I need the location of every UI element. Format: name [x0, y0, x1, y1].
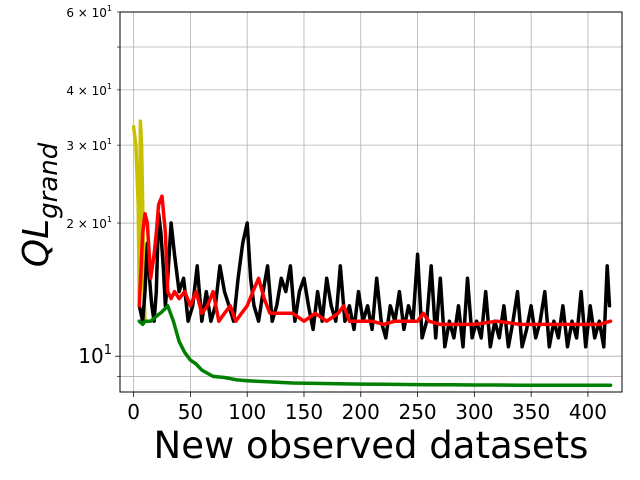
series-group: [131, 119, 613, 387]
x-tick-label: 250: [398, 400, 436, 424]
x-axis-ticks: 0 50 100 150 200 250 300 350 400: [127, 392, 607, 424]
series-line-2: [137, 211, 612, 349]
series-line-4: [137, 304, 613, 387]
y-tick-label: 101: [78, 343, 112, 368]
y-axis-label-main: QL: [16, 219, 57, 267]
x-tick-label: 0: [127, 400, 140, 424]
x-tick-label: 100: [228, 400, 266, 424]
y-axis-ticks: 101 2 × 101 3 × 101 4 × 101 6 × 101: [66, 4, 120, 377]
x-tick-label: 50: [178, 400, 203, 424]
x-axis-label: New observed datasets: [154, 424, 589, 467]
x-tick-label: 300: [455, 400, 493, 424]
svg-text:QLgrand: QLgrand: [16, 142, 64, 267]
series-line-1: [131, 119, 147, 323]
x-tick-label: 350: [512, 400, 550, 424]
y-axis-label-subscript: grand: [34, 142, 64, 219]
y-minor-tick-label: 3 × 101: [66, 137, 112, 153]
plot-frame: [119, 11, 623, 393]
x-tick-label: 400: [569, 400, 607, 424]
y-axis-label: QLgrand: [16, 142, 64, 267]
y-minor-tick-label: 6 × 101: [66, 4, 112, 20]
grid: [120, 11, 622, 392]
x-tick-label: 200: [342, 400, 380, 424]
x-tick-label: 150: [285, 400, 323, 424]
y-minor-tick-label: 4 × 101: [66, 82, 112, 98]
y-minor-tick-label: 2 × 101: [66, 215, 112, 231]
series-line-3: [137, 194, 613, 327]
